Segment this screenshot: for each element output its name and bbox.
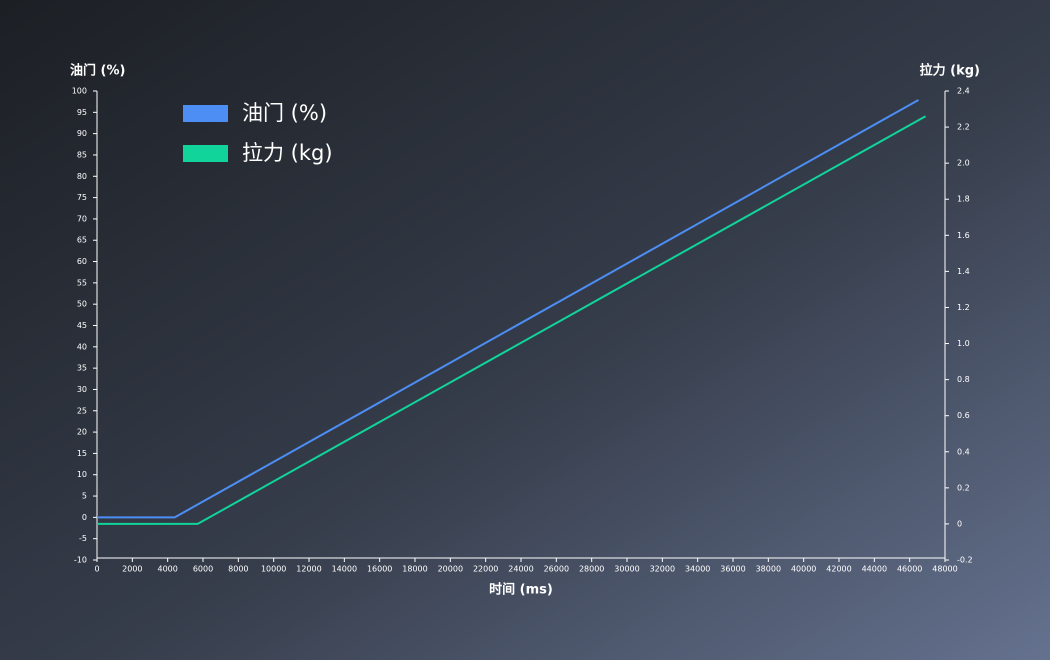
y2-tick-label: 0.4 — [957, 447, 970, 456]
legend-label: 油门 (%) — [242, 101, 327, 125]
y-tick-label: 5 — [82, 492, 87, 501]
y-tick-label: 45 — [77, 321, 87, 330]
x-tick-label: 36000 — [720, 565, 745, 574]
y-tick-label: 50 — [77, 300, 87, 309]
x-tick-label: 22000 — [473, 565, 498, 574]
data-line — [97, 115, 927, 525]
y-axis-title: 油门 (%) — [70, 63, 125, 79]
x-tick-label: 46000 — [897, 565, 922, 574]
x-tick-label: 14000 — [332, 565, 357, 574]
y-tick-label: 35 — [77, 364, 87, 373]
x-tick-label: 44000 — [862, 565, 887, 574]
y-tick-label: 60 — [77, 257, 87, 266]
y2-tick-label: 0.2 — [957, 483, 970, 492]
x-tick-label: 42000 — [826, 565, 851, 574]
y2-tick-label: -0.2 — [957, 556, 973, 565]
data-line — [97, 99, 919, 519]
y-tick-label: 55 — [77, 278, 87, 287]
y2-tick-label: 0 — [957, 519, 962, 528]
y-tick-label: 40 — [77, 342, 87, 351]
y2-tick-label: 0.8 — [957, 375, 970, 384]
legend-swatch — [183, 105, 228, 122]
y2-tick-label: 1.6 — [957, 231, 970, 240]
y-tick-label: 20 — [77, 428, 87, 437]
x-tick-label: 0 — [94, 565, 99, 574]
x-tick-label: 6000 — [193, 565, 213, 574]
y2-tick-label: 1.4 — [957, 267, 970, 276]
y-tick-label: 95 — [77, 108, 87, 117]
y2-tick-label: 2.4 — [957, 87, 970, 96]
x-tick-label: 16000 — [367, 565, 392, 574]
x-tick-label: 24000 — [508, 565, 533, 574]
x-axis-title: 时间 (ms) — [489, 582, 553, 598]
y-tick-label: -10 — [74, 556, 87, 565]
x-tick-label: 8000 — [228, 565, 248, 574]
y-tick-label: -5 — [79, 534, 87, 543]
y-tick-label: 25 — [77, 406, 87, 415]
x-tick-label: 10000 — [261, 565, 286, 574]
x-tick-label: 38000 — [756, 565, 781, 574]
y-tick-label: 65 — [77, 236, 87, 245]
x-tick-label: 28000 — [579, 565, 604, 574]
x-tick-label: 18000 — [402, 565, 427, 574]
y-tick-label: 100 — [72, 87, 87, 96]
x-tick-label: 32000 — [650, 565, 675, 574]
x-tick-label: 48000 — [932, 565, 957, 574]
y-tick-label: 75 — [77, 193, 87, 202]
x-tick-label: 2000 — [122, 565, 142, 574]
x-tick-label: 12000 — [296, 565, 321, 574]
x-tick-label: 30000 — [614, 565, 639, 574]
y-tick-label: 0 — [82, 513, 87, 522]
x-tick-label: 34000 — [685, 565, 710, 574]
x-tick-label: 40000 — [791, 565, 816, 574]
y2-tick-label: 0.6 — [957, 411, 970, 420]
x-tick-label: 26000 — [544, 565, 569, 574]
y-tick-label: 70 — [77, 214, 87, 223]
legend-swatch — [183, 145, 228, 162]
x-tick-label: 20000 — [438, 565, 463, 574]
y-tick-label: 85 — [77, 150, 87, 159]
y-tick-label: 15 — [77, 449, 87, 458]
y2-tick-label: 2.0 — [957, 159, 970, 168]
y2-axis-title: 拉力 (kg) — [920, 63, 980, 79]
y-tick-label: 80 — [77, 172, 87, 181]
y-tick-label: 30 — [77, 385, 87, 394]
y-tick-label: 90 — [77, 129, 87, 138]
y-tick-label: 10 — [77, 470, 87, 479]
y2-tick-label: 1.0 — [957, 339, 970, 348]
legend-label: 拉力 (kg) — [242, 141, 333, 165]
y2-tick-label: 1.8 — [957, 195, 970, 204]
y2-tick-label: 1.2 — [957, 303, 970, 312]
x-tick-label: 4000 — [157, 565, 177, 574]
y2-tick-label: 2.2 — [957, 123, 970, 132]
